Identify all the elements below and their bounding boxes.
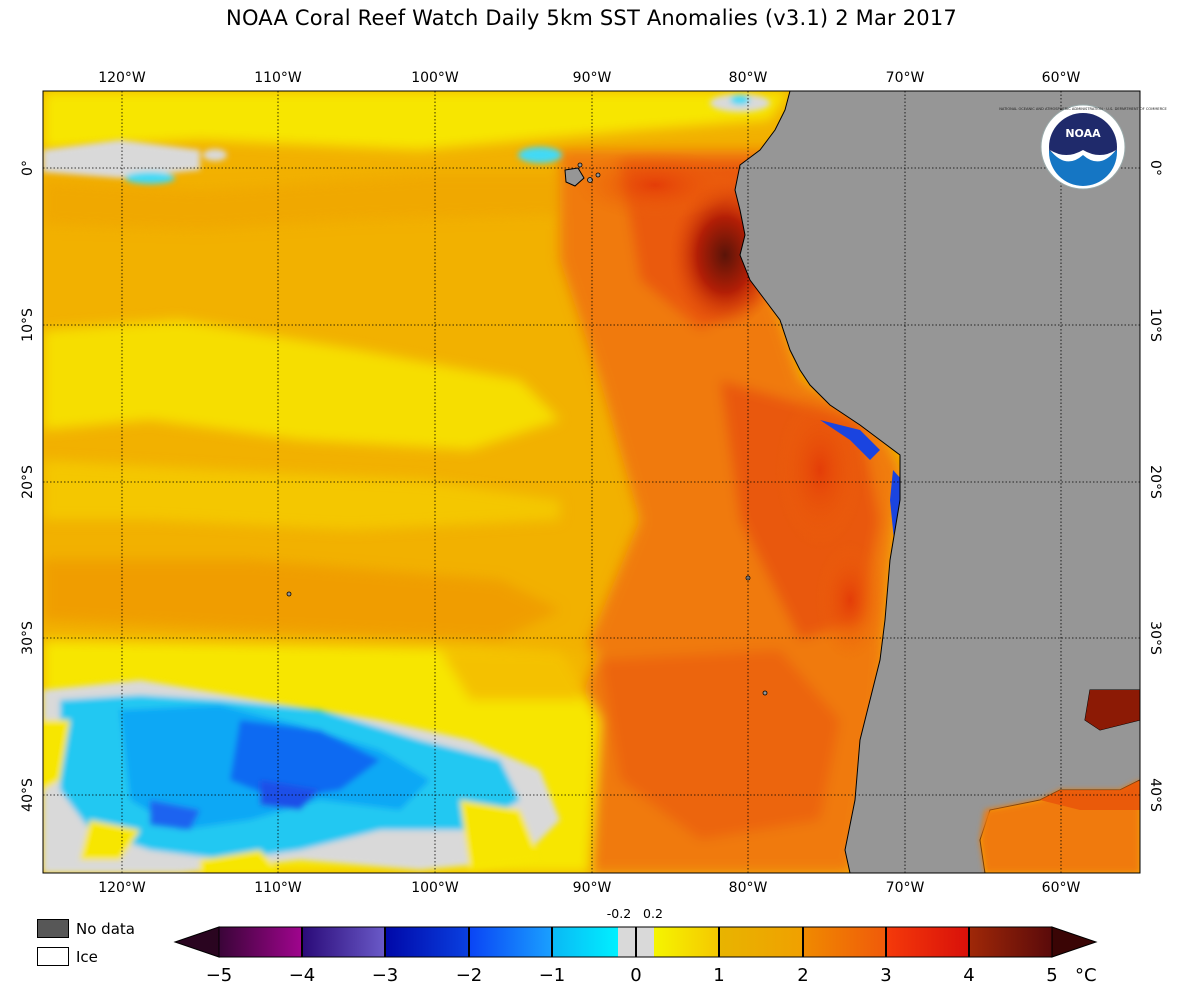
lat-label: 10°S [20, 308, 36, 342]
colorbar-tick: 2 [797, 965, 808, 986]
ice-swatch [37, 947, 69, 966]
noaa-logo: NOAA NATIONAL OCEANIC AND ATMOSPHERIC AD… [999, 104, 1168, 190]
lat-label: 30°S [1147, 621, 1163, 655]
colorbar-tick: 3 [880, 965, 891, 986]
cold-anomaly-south [43, 680, 560, 873]
lat-label: 40°S [20, 778, 36, 812]
colorbar-unit: °C [1075, 965, 1097, 986]
svg-text:NATIONAL OCEANIC AND ATMOSPHER: NATIONAL OCEANIC AND ATMOSPHERIC ADMINIS… [999, 107, 1167, 111]
lat-label: 20°S [20, 465, 36, 499]
lon-label: 70°W [886, 70, 925, 86]
lat-label: 10°S [1147, 308, 1163, 342]
noaa-logo-text: NOAA [1065, 127, 1101, 140]
nodata-label: No data [76, 920, 135, 938]
colorbar-tick: 5 [1046, 965, 1057, 986]
colorbar-tick: −2 [456, 965, 483, 986]
lat-labels-left: 0° 10°S 20°S 30°S 40°S [20, 160, 36, 812]
lon-label: 70°W [886, 880, 925, 896]
map-title: NOAA Coral Reef Watch Daily 5km SST Anom… [226, 6, 957, 30]
lon-label: 60°W [1042, 880, 1081, 896]
colorbar-small-tick: 0.2 [643, 906, 663, 921]
colorbar-tick: 1 [713, 965, 724, 986]
lat-label: 0° [20, 160, 36, 176]
lat-label: 20°S [1147, 465, 1163, 499]
lon-label: 110°W [254, 70, 302, 86]
lon-label: 80°W [729, 880, 768, 896]
lon-label: 100°W [411, 70, 459, 86]
lon-label: 90°W [573, 880, 612, 896]
lon-labels-top: 120°W 110°W 100°W 90°W 80°W 70°W 60°W [98, 70, 1080, 86]
colorbar-small-tick: -0.2 [607, 906, 631, 921]
map-frame [42, 90, 1141, 874]
lon-label: 90°W [573, 70, 612, 86]
colorbar-tick: −1 [539, 965, 566, 986]
lon-label: 60°W [1042, 70, 1081, 86]
south-america-land [734, 91, 1140, 873]
lon-label: 80°W [729, 70, 768, 86]
colorbar-tick: −3 [372, 965, 399, 986]
colorbar-tick: 4 [963, 965, 974, 986]
lat-label: 0° [1147, 160, 1163, 176]
colorbar-tick: −5 [206, 965, 233, 986]
ice-label: Ice [76, 948, 98, 966]
lon-label: 120°W [98, 880, 146, 896]
graticule [43, 91, 1140, 873]
lon-label: 110°W [254, 880, 302, 896]
lon-label: 120°W [98, 70, 146, 86]
lon-label: 100°W [411, 880, 459, 896]
nodata-swatch [37, 919, 69, 938]
lon-labels-bottom: 120°W 110°W 100°W 90°W 80°W 70°W 60°W [98, 880, 1080, 896]
lat-labels-right: 0° 10°S 20°S 30°S 40°S [1147, 160, 1163, 812]
colorbar: -0.2 0.2 −5 −4 −3 −2 −1 0 1 2 3 4 5 °C [173, 906, 1098, 986]
colorbar-tick: −4 [289, 965, 316, 986]
colorbar-tick: 0 [630, 965, 641, 986]
lat-label: 40°S [1147, 778, 1163, 812]
lat-label: 30°S [20, 621, 36, 655]
